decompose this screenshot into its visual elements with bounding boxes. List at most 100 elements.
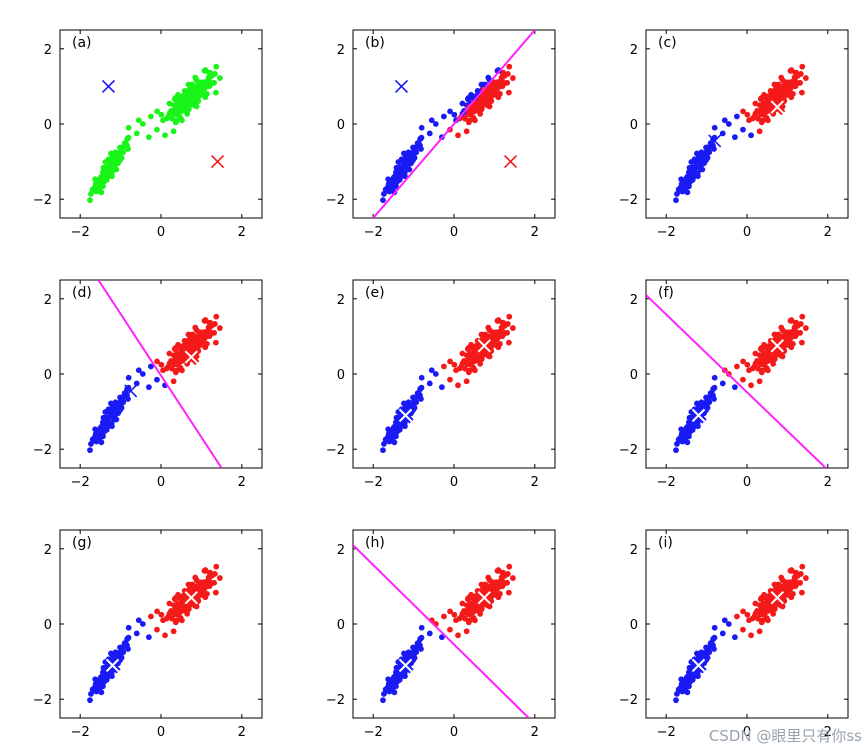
decision-boundary: [97, 280, 223, 468]
data-point: [403, 158, 410, 165]
watermark: CSDN @眼里只有你ss: [708, 727, 862, 745]
data-point: [734, 363, 740, 370]
x-tick-label: 2: [238, 475, 246, 490]
data-point: [501, 323, 508, 329]
data-point: [465, 595, 472, 601]
data-point: [417, 635, 424, 642]
data-point: [506, 63, 513, 70]
data-point: [179, 117, 185, 124]
data-point: [478, 581, 485, 588]
x-tick-label: 0: [743, 725, 751, 740]
x-tick-label: 0: [157, 725, 165, 740]
x-tick-label: 2: [531, 475, 539, 490]
data-point: [111, 401, 118, 408]
data-point: [88, 190, 94, 197]
data-point: [744, 111, 751, 118]
data-point: [380, 447, 386, 454]
data-point: [797, 579, 804, 586]
data-point: [467, 617, 473, 624]
data-point: [211, 579, 218, 586]
data-point: [674, 190, 680, 197]
data-point: [477, 353, 484, 360]
data-point: [492, 582, 498, 589]
x-tick-label: 2: [238, 725, 246, 740]
data-point: [779, 577, 786, 584]
data-point: [748, 132, 754, 139]
x-tick-label: 0: [157, 475, 165, 490]
data-point: [174, 367, 180, 374]
data-point: [139, 371, 146, 377]
data-point: [684, 689, 691, 696]
red-centroid-marker: [210, 155, 225, 169]
data-point: [759, 354, 765, 361]
data-point: [381, 690, 387, 697]
data-point: [199, 582, 205, 589]
data-point: [166, 350, 173, 357]
data-point: [133, 630, 140, 637]
data-point: [453, 367, 459, 374]
data-point: [797, 329, 804, 336]
data-point: [681, 182, 688, 189]
data-point: [119, 146, 126, 152]
data-point: [471, 352, 478, 359]
data-point: [415, 641, 422, 647]
red-centroid-marker: [769, 98, 786, 116]
data-point: [412, 646, 419, 652]
data-point: [391, 689, 398, 696]
data-point: [684, 439, 691, 446]
data-point: [391, 439, 398, 446]
blue-centroid-marker: [690, 657, 707, 674]
data-point: [776, 88, 782, 95]
data-point: [788, 67, 795, 74]
data-point: [154, 126, 160, 133]
data-point: [725, 621, 732, 627]
data-point: [168, 107, 175, 114]
data-point: [428, 117, 435, 124]
x-tick-label: −2: [364, 475, 383, 490]
data-point: [798, 339, 805, 346]
data-point: [771, 581, 778, 588]
data-point: [125, 646, 131, 652]
data-point: [740, 376, 746, 383]
data-point: [756, 628, 763, 635]
data-point: [791, 579, 798, 586]
data-point: [459, 100, 466, 107]
data-point: [752, 600, 759, 607]
data-point: [708, 391, 715, 397]
data-point: [158, 111, 165, 118]
data-point: [102, 159, 109, 165]
data-point: [198, 591, 205, 598]
data-point: [404, 401, 411, 408]
data-point: [168, 607, 175, 614]
data-point: [477, 610, 484, 617]
data-point: [87, 697, 93, 704]
blue-centroid-marker: [104, 657, 121, 674]
decision-boundary: [372, 30, 536, 218]
data-point: [417, 385, 424, 392]
data-point: [117, 407, 123, 414]
data-point: [799, 313, 806, 320]
data-point: [185, 581, 192, 588]
panel-b: −2 0 2 2 0 −2 (b): [326, 29, 556, 240]
data-point: [103, 167, 110, 174]
red-centroid-marker: [183, 589, 200, 606]
data-point: [173, 354, 179, 361]
data-point: [404, 151, 411, 158]
data-point: [385, 426, 392, 433]
data-points: [673, 563, 809, 704]
data-point: [170, 378, 177, 385]
data-point: [504, 79, 511, 86]
data-point: [381, 440, 387, 447]
data-point: [509, 75, 516, 81]
data-point: [771, 81, 778, 88]
data-point: [428, 367, 435, 374]
data-point: [771, 331, 778, 338]
data-point: [418, 646, 424, 652]
data-point: [758, 345, 765, 351]
y-tick-label: 0: [630, 368, 638, 383]
data-point: [125, 396, 131, 402]
data-point: [461, 607, 467, 614]
data-point: [688, 159, 695, 165]
data-point: [438, 384, 445, 391]
data-point: [504, 329, 511, 336]
